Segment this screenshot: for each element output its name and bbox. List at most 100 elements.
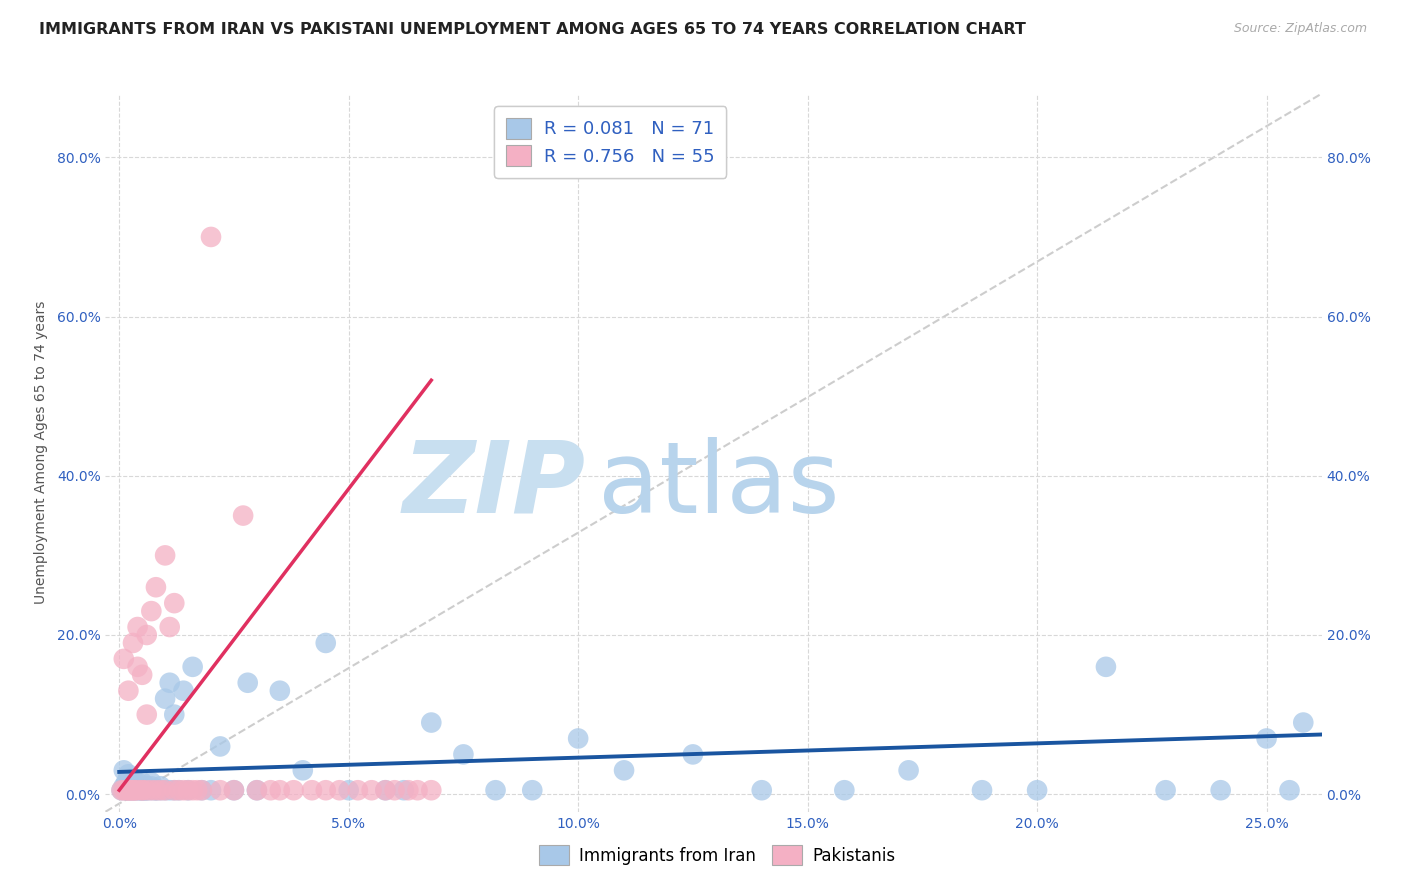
Point xyxy=(1256,731,1278,746)
Point xyxy=(181,660,204,674)
Point xyxy=(177,783,200,797)
Point xyxy=(159,783,181,797)
Point xyxy=(260,783,283,797)
Point xyxy=(328,783,350,797)
Point xyxy=(269,683,291,698)
Point xyxy=(420,783,443,797)
Point xyxy=(897,764,920,778)
Point xyxy=(145,783,167,797)
Point xyxy=(141,604,163,618)
Point xyxy=(117,683,139,698)
Point xyxy=(135,628,157,642)
Point xyxy=(127,620,149,634)
Point xyxy=(122,636,145,650)
Point xyxy=(347,783,370,797)
Point xyxy=(117,783,139,797)
Point xyxy=(145,783,167,797)
Text: IMMIGRANTS FROM IRAN VS PAKISTANI UNEMPLOYMENT AMONG AGES 65 TO 74 YEARS CORRELA: IMMIGRANTS FROM IRAN VS PAKISTANI UNEMPL… xyxy=(39,22,1026,37)
Point xyxy=(122,783,145,797)
Point xyxy=(122,783,145,797)
Point xyxy=(127,783,149,797)
Point xyxy=(145,783,167,797)
Point xyxy=(117,767,139,781)
Point xyxy=(120,783,142,797)
Point xyxy=(682,747,704,762)
Point xyxy=(135,783,157,797)
Point xyxy=(172,683,194,698)
Point xyxy=(751,783,773,797)
Point xyxy=(396,783,419,797)
Point xyxy=(127,783,149,797)
Point xyxy=(269,783,291,797)
Point xyxy=(135,783,157,797)
Point xyxy=(1292,715,1315,730)
Point xyxy=(406,783,429,797)
Point xyxy=(112,783,135,797)
Point xyxy=(1095,660,1118,674)
Point xyxy=(970,783,993,797)
Point xyxy=(141,783,163,797)
Point xyxy=(1154,783,1177,797)
Point xyxy=(120,783,142,797)
Point xyxy=(112,779,135,793)
Point xyxy=(131,667,153,681)
Point xyxy=(110,783,132,797)
Point xyxy=(246,783,269,797)
Point xyxy=(153,691,176,706)
Point xyxy=(163,596,186,610)
Point xyxy=(134,783,156,797)
Text: atlas: atlas xyxy=(598,436,839,533)
Point xyxy=(200,783,222,797)
Point xyxy=(1278,783,1301,797)
Point xyxy=(222,783,245,797)
Point xyxy=(246,783,269,797)
Point xyxy=(127,775,149,789)
Point xyxy=(149,783,172,797)
Point xyxy=(122,772,145,786)
Point xyxy=(153,783,176,797)
Point xyxy=(135,779,157,793)
Point xyxy=(127,779,149,793)
Point xyxy=(124,783,146,797)
Point xyxy=(191,783,214,797)
Point xyxy=(315,636,337,650)
Point xyxy=(135,783,157,797)
Point xyxy=(191,783,214,797)
Point xyxy=(484,783,506,797)
Point xyxy=(124,783,146,797)
Point xyxy=(222,783,245,797)
Point xyxy=(613,764,636,778)
Point xyxy=(315,783,337,797)
Point xyxy=(232,508,254,523)
Point xyxy=(122,783,145,797)
Point xyxy=(420,715,443,730)
Point xyxy=(209,783,232,797)
Point xyxy=(131,783,153,797)
Point xyxy=(291,764,314,778)
Point xyxy=(149,783,172,797)
Point xyxy=(110,783,132,797)
Point xyxy=(141,779,163,793)
Point xyxy=(117,779,139,793)
Text: ZIP: ZIP xyxy=(404,436,586,533)
Point xyxy=(374,783,396,797)
Point xyxy=(177,783,200,797)
Point xyxy=(153,783,176,797)
Point xyxy=(115,783,138,797)
Point xyxy=(374,783,396,797)
Point xyxy=(128,783,150,797)
Point xyxy=(167,783,190,797)
Point xyxy=(172,783,194,797)
Point xyxy=(522,783,544,797)
Point xyxy=(283,783,305,797)
Point xyxy=(159,675,181,690)
Point xyxy=(145,580,167,594)
Point xyxy=(834,783,856,797)
Y-axis label: Unemployment Among Ages 65 to 74 years: Unemployment Among Ages 65 to 74 years xyxy=(34,301,48,605)
Point xyxy=(167,783,190,797)
Point xyxy=(141,783,163,797)
Point xyxy=(163,783,186,797)
Point xyxy=(392,783,415,797)
Point xyxy=(163,707,186,722)
Point xyxy=(131,775,153,789)
